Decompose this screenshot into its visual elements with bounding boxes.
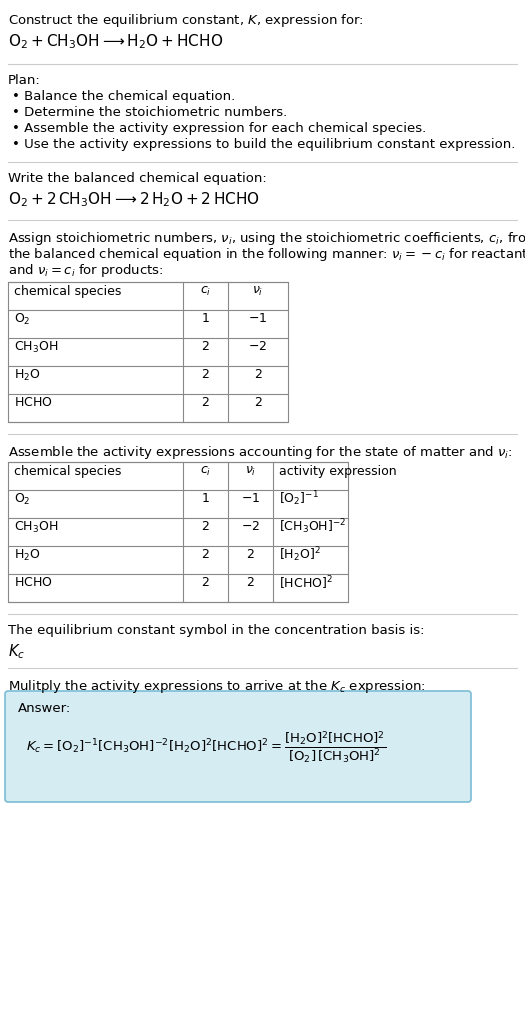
Text: $c_i$: $c_i$ [200, 285, 211, 298]
Text: 2: 2 [202, 520, 209, 533]
Text: $[\mathrm{H_2O}]^{2}$: $[\mathrm{H_2O}]^{2}$ [279, 545, 321, 565]
Text: $\mathrm{HCHO}$: $\mathrm{HCHO}$ [14, 397, 52, 409]
Text: Assign stoichiometric numbers, $\nu_i$, using the stoichiometric coefficients, $: Assign stoichiometric numbers, $\nu_i$, … [8, 230, 525, 247]
Text: $[\mathrm{HCHO}]^{2}$: $[\mathrm{HCHO}]^{2}$ [279, 575, 333, 592]
Text: chemical species: chemical species [14, 465, 121, 478]
Text: $[\mathrm{CH_3OH}]^{-2}$: $[\mathrm{CH_3OH}]^{-2}$ [279, 518, 346, 536]
Text: $\mathrm{CH_3OH}$: $\mathrm{CH_3OH}$ [14, 519, 58, 534]
Text: Construct the equilibrium constant, $K$, expression for:: Construct the equilibrium constant, $K$,… [8, 12, 364, 29]
Text: $2$: $2$ [246, 577, 255, 590]
Text: 1: 1 [202, 493, 209, 505]
Text: $2$: $2$ [254, 369, 262, 382]
Text: Answer:: Answer: [18, 702, 71, 715]
Text: $\mathrm{O_2 + CH_3OH \longrightarrow H_2O + HCHO}$: $\mathrm{O_2 + CH_3OH \longrightarrow H_… [8, 32, 223, 50]
Text: 2: 2 [202, 369, 209, 382]
Text: $[\mathrm{O_2}]^{-1}$: $[\mathrm{O_2}]^{-1}$ [279, 490, 319, 508]
Text: Plan:: Plan: [8, 74, 41, 87]
Text: the balanced chemical equation in the following manner: $\nu_i = -c_i$ for react: the balanced chemical equation in the fo… [8, 246, 525, 263]
Text: $c_i$: $c_i$ [200, 465, 211, 478]
Text: The equilibrium constant symbol in the concentration basis is:: The equilibrium constant symbol in the c… [8, 624, 425, 637]
Text: Mulitply the activity expressions to arrive at the $K_c$ expression:: Mulitply the activity expressions to arr… [8, 678, 426, 695]
Text: $K_c$: $K_c$ [8, 642, 25, 661]
FancyBboxPatch shape [5, 691, 471, 802]
Text: • Assemble the activity expression for each chemical species.: • Assemble the activity expression for e… [12, 122, 426, 135]
Text: • Determine the stoichiometric numbers.: • Determine the stoichiometric numbers. [12, 106, 287, 119]
Text: $2$: $2$ [246, 548, 255, 562]
Text: • Use the activity expressions to build the equilibrium constant expression.: • Use the activity expressions to build … [12, 138, 516, 152]
Text: $-1$: $-1$ [241, 493, 260, 505]
Text: $\mathrm{O_2}$: $\mathrm{O_2}$ [14, 492, 30, 507]
Text: chemical species: chemical species [14, 285, 121, 298]
Text: $-2$: $-2$ [248, 340, 268, 353]
Text: Write the balanced chemical equation:: Write the balanced chemical equation: [8, 172, 267, 185]
Text: and $\nu_i = c_i$ for products:: and $\nu_i = c_i$ for products: [8, 262, 164, 279]
Text: $\mathrm{O_2}$: $\mathrm{O_2}$ [14, 311, 30, 326]
Text: 2: 2 [202, 397, 209, 409]
Bar [8, 282, 288, 422]
Text: 2: 2 [202, 548, 209, 562]
Text: 2: 2 [202, 340, 209, 353]
Text: $\nu_i$: $\nu_i$ [253, 285, 264, 298]
Text: Assemble the activity expressions accounting for the state of matter and $\nu_i$: Assemble the activity expressions accoun… [8, 444, 513, 461]
Text: activity expression: activity expression [279, 465, 396, 478]
Text: 2: 2 [202, 577, 209, 590]
Text: $-2$: $-2$ [241, 520, 260, 533]
Text: $\nu_i$: $\nu_i$ [245, 465, 256, 478]
Text: $2$: $2$ [254, 397, 262, 409]
Text: $\mathrm{H_2O}$: $\mathrm{H_2O}$ [14, 368, 40, 383]
Text: $-1$: $-1$ [248, 312, 268, 325]
Text: • Balance the chemical equation.: • Balance the chemical equation. [12, 90, 235, 103]
Text: $K_c = [\mathrm{O_2}]^{-1} [\mathrm{CH_3OH}]^{-2} [\mathrm{H_2O}]^{2} [\mathrm{H: $K_c = [\mathrm{O_2}]^{-1} [\mathrm{CH_3… [26, 730, 386, 767]
Bar [8, 462, 348, 602]
Text: $\mathrm{CH_3OH}$: $\mathrm{CH_3OH}$ [14, 339, 58, 355]
Text: $\mathrm{H_2O}$: $\mathrm{H_2O}$ [14, 547, 40, 563]
Text: $\mathrm{O_2 + 2\,CH_3OH \longrightarrow 2\,H_2O + 2\,HCHO}$: $\mathrm{O_2 + 2\,CH_3OH \longrightarrow… [8, 190, 260, 209]
Text: 1: 1 [202, 312, 209, 325]
Text: $\mathrm{HCHO}$: $\mathrm{HCHO}$ [14, 577, 52, 590]
